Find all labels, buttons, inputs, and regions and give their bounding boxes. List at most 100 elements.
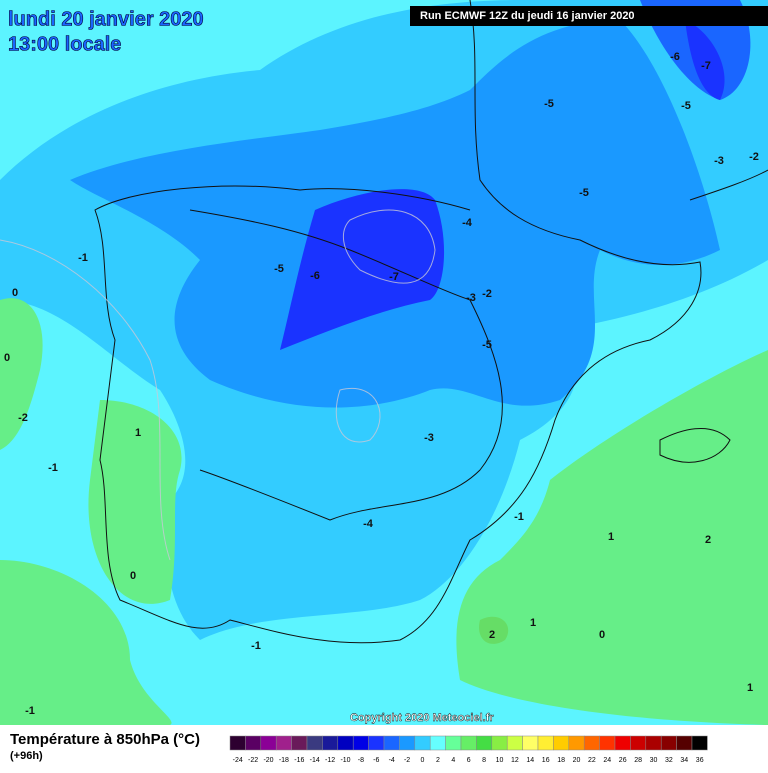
scale-swatch: [568, 735, 585, 751]
scale-label: 12: [511, 757, 519, 764]
contour-label: -1: [251, 640, 261, 652]
scale-label: 24: [603, 757, 611, 764]
contour-label: 1: [608, 531, 614, 543]
contour-label: 1: [747, 682, 753, 694]
contour-label: -3: [466, 292, 476, 304]
contour-label: -4: [363, 518, 374, 530]
scale-swatch: [660, 735, 677, 751]
scale-label: 10: [496, 757, 504, 764]
isotherms: [0, 209, 436, 561]
scale-swatch: [599, 735, 616, 751]
contour-label: -1: [48, 462, 58, 474]
region-zero-sw: [0, 560, 172, 725]
color-scale: -24 -22 -20 -18 -16 -14 -12 -10 -8 -6 -4 -2 0 2 4 6 8 10 1…: [229, 735, 708, 764]
contour-label: -2: [749, 151, 759, 163]
scale-swatch: [383, 735, 400, 751]
scale-label: 34: [680, 757, 688, 764]
contour-label: 2: [705, 534, 711, 546]
region-zero-mediterranean: [456, 350, 768, 725]
contour-label: 0: [12, 287, 18, 299]
scale-label: 16: [542, 757, 550, 764]
scale-swatch: [506, 735, 523, 751]
scale-label: 4: [451, 757, 455, 764]
copyright: Copyright 2020 Meteociel.fr: [350, 712, 494, 724]
contour-label: -6: [310, 270, 320, 282]
scale-swatch: [553, 735, 570, 751]
scale-label: 36: [696, 757, 704, 764]
contour-label: -5: [482, 339, 492, 351]
scale-swatch: [476, 735, 493, 751]
scale-swatch: [229, 735, 246, 751]
scale-swatch: [245, 735, 262, 751]
scale-label: 14: [526, 757, 534, 764]
scale-swatch: [630, 735, 647, 751]
scale-label: -24: [233, 757, 243, 764]
scale-swatch: [460, 735, 477, 751]
scale-label: 2: [436, 757, 440, 764]
scale-swatch: [676, 735, 693, 751]
contour-label: -1: [78, 252, 88, 264]
coastline-iberia-france: [94, 0, 702, 644]
contour-label: -3: [714, 155, 724, 167]
scale-label: -18: [279, 757, 289, 764]
contour-label: -1: [25, 705, 35, 717]
contour-label: 0: [130, 570, 136, 582]
scale-label: -22: [248, 757, 258, 764]
coastline-east: [689, 169, 768, 201]
scale-label: 32: [665, 757, 673, 764]
footer-lead: (+96h): [10, 750, 43, 762]
scale-swatch: [691, 735, 708, 751]
scale-label: 18: [557, 757, 565, 764]
run-banner: [410, 6, 768, 26]
scale-label: -2: [404, 757, 410, 764]
map-title: lundi 20 janvier 2020: [8, 8, 204, 30]
scale-swatch: [337, 735, 354, 751]
scale-label: 8: [482, 757, 486, 764]
scale-label: 30: [650, 757, 658, 764]
scale-label: 0: [421, 757, 425, 764]
contour-label: -7: [701, 60, 711, 72]
scale-label: -4: [389, 757, 395, 764]
scale-swatch: [614, 735, 631, 751]
scale-swatch: [260, 735, 277, 751]
scale-swatch: [322, 735, 339, 751]
scale-label: 6: [467, 757, 471, 764]
scale-label: -10: [340, 757, 350, 764]
scale-label: 20: [573, 757, 581, 764]
contour-label: 1: [135, 427, 141, 439]
scale-swatch: [522, 735, 539, 751]
borders: [189, 209, 503, 521]
scale-label: -20: [263, 757, 273, 764]
run-text: Run ECMWF 12Z du jeudi 16 janvier 2020: [420, 10, 635, 22]
contour-label: -6: [670, 51, 680, 63]
scale-swatch: [399, 735, 416, 751]
region-zero-portugal: [88, 400, 182, 604]
footer-title: Température à 850hPa (°C): [10, 731, 200, 748]
scale-label: 28: [634, 757, 642, 764]
scale-swatch: [583, 735, 600, 751]
scale-swatch: [445, 735, 462, 751]
scale-swatch: [429, 735, 446, 751]
contour-label: -1: [514, 511, 524, 523]
contour-label: -5: [274, 263, 284, 275]
scale-swatch: [275, 735, 292, 751]
contour-label: -5: [681, 100, 691, 112]
region-minus-7-ne: [685, 20, 725, 100]
contour-label: 2: [489, 629, 495, 641]
scale-swatch: [645, 735, 662, 751]
scale-swatch: [368, 735, 385, 751]
scale-label: -12: [325, 757, 335, 764]
contour-labels: -6 -7 -5 -5 -3 -2 -5 -4 -1 -5 -6 -7 -3 -2 0 0 -5 -2 1 -3 -1 -…: [4, 51, 759, 717]
contour-label: -7: [389, 271, 399, 283]
region-zero-west: [0, 298, 43, 450]
scale-swatch: [306, 735, 323, 751]
scale-label: -6: [373, 757, 379, 764]
scale-swatch: [414, 735, 431, 751]
scale-label: -8: [358, 757, 364, 764]
contour-label: 0: [599, 629, 605, 641]
region-minus-7: [280, 189, 445, 350]
scale-swatch: [491, 735, 508, 751]
scale-label: 22: [588, 757, 596, 764]
contour-label: -3: [424, 432, 434, 444]
